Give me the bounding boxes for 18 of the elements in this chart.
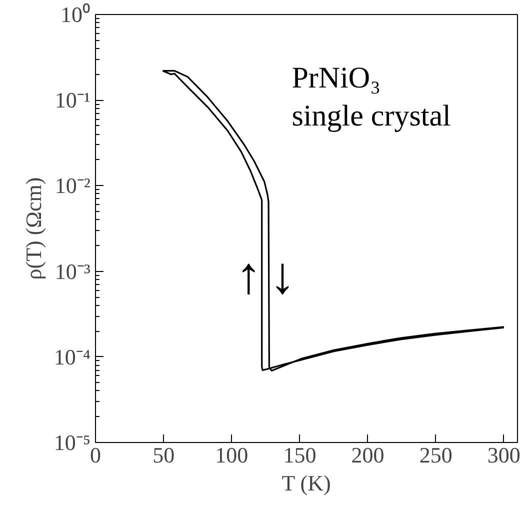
y-tick-label: 10⁻⁵ (54, 430, 90, 455)
x-tick-label: 200 (351, 442, 384, 468)
x-tick-label: 50 (152, 442, 175, 468)
y-tick-label: 10⁻² (54, 173, 91, 198)
x-tick-label: 100 (215, 442, 248, 468)
annotation: ↓ (269, 248, 296, 305)
x-tick-label: 250 (419, 442, 452, 468)
annotation: PrNiO₃ single crystal (292, 62, 451, 132)
x-axis-title: T (K) (282, 470, 331, 496)
y-axis-title: ρ(T) (Ωcm) (20, 177, 46, 280)
y-tick-label: 10⁻¹ (54, 88, 91, 113)
x-tick-label: 300 (487, 442, 520, 468)
y-tick-label: 10⁻⁴ (54, 344, 91, 370)
y-tick-label: 10⁻³ (54, 258, 91, 284)
y-tick-label: 10⁰ (60, 2, 90, 27)
annotation: ↑ (236, 248, 262, 305)
x-tick-label: 150 (283, 442, 316, 468)
x-tick-label: 0 (90, 442, 101, 468)
